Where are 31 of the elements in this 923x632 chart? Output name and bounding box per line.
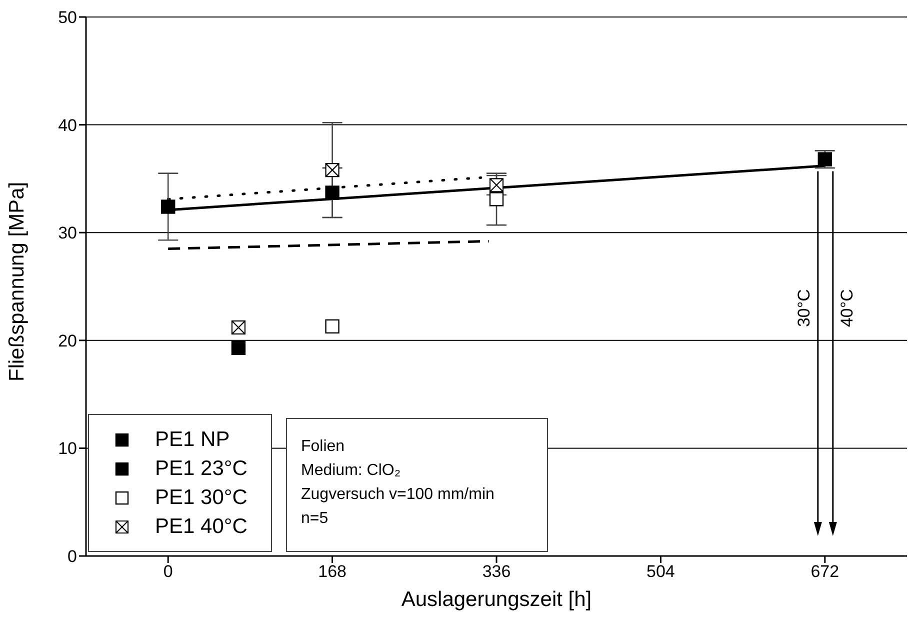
annotation: 40°C bbox=[837, 289, 856, 328]
annotation: n=5 bbox=[301, 509, 330, 529]
legend-label: PE1 40°C bbox=[155, 514, 248, 538]
y-axis-title: Fließspannung [MPa] bbox=[5, 182, 28, 382]
point bbox=[325, 163, 340, 178]
annotation: Folien bbox=[301, 437, 346, 457]
y-tick-label: 40 bbox=[58, 116, 77, 135]
point bbox=[489, 192, 504, 206]
point bbox=[231, 340, 246, 356]
y-tick-label: 20 bbox=[58, 331, 77, 350]
x-tick-label: 336 bbox=[482, 562, 511, 582]
y-tick-label: 0 bbox=[68, 547, 77, 566]
y-tick-label: 10 bbox=[58, 439, 77, 458]
annotation: 30°C bbox=[794, 289, 814, 328]
y-tick-label: 30 bbox=[58, 224, 77, 243]
x-axis-title: Auslagerungszeit [h] bbox=[401, 588, 592, 611]
point bbox=[161, 200, 176, 214]
y-tick-label: 50 bbox=[58, 8, 77, 28]
annotation: Zugversuch v=100 mm/min bbox=[301, 485, 496, 505]
point bbox=[325, 186, 340, 200]
annotation: Medium: ClO₂ bbox=[301, 461, 402, 481]
legend-label: PE1 NP bbox=[155, 428, 230, 452]
x-tick-label: 504 bbox=[646, 562, 675, 582]
legend-label: PE1 23°C bbox=[155, 456, 248, 480]
x-tick-label: 672 bbox=[810, 562, 840, 582]
legend-label: PE1 30°C bbox=[155, 486, 248, 510]
point bbox=[818, 152, 832, 166]
x-tick-label: 0 bbox=[163, 562, 173, 582]
x-tick-label: 168 bbox=[318, 562, 346, 582]
point bbox=[489, 178, 504, 192]
point bbox=[231, 320, 246, 335]
